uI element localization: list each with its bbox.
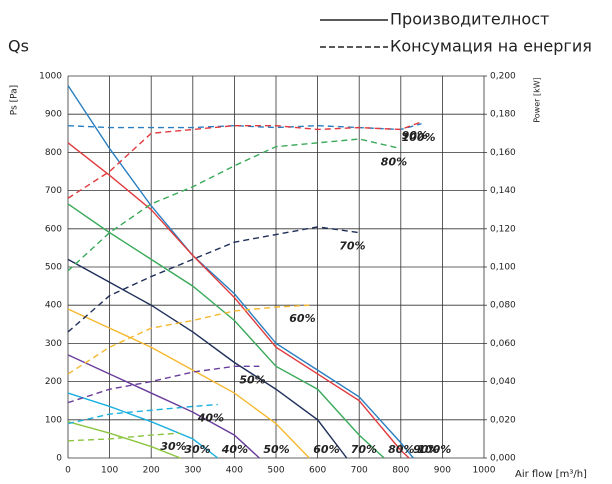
y-tick-label: 200 — [45, 377, 62, 387]
y-tick-label: 1000 — [39, 72, 62, 82]
curve-label: 100% — [402, 131, 436, 144]
series-line — [67, 142, 410, 459]
x-tick-label: 800 — [392, 466, 409, 476]
x-tick-label: 1000 — [473, 466, 496, 476]
series-line — [67, 138, 401, 272]
y2-tick-label: 0,000 — [490, 454, 516, 464]
y2-tick-label: 0,080 — [490, 301, 516, 311]
y2-tick-label: 0,120 — [490, 224, 516, 234]
curve-label: 70% — [339, 240, 365, 253]
y-tick-label: 500 — [45, 263, 62, 273]
curve-label: 60% — [313, 443, 339, 456]
y2-tick-label: 0,100 — [490, 263, 516, 273]
y-tick-label: 800 — [45, 148, 62, 158]
x-axis-label: Air flow [m³/h] — [515, 469, 587, 480]
y2-tick-label: 0,040 — [490, 377, 516, 387]
curve-label: 70% — [351, 443, 377, 456]
y2-tick-label: 0,060 — [490, 339, 516, 349]
curve-label: 90% — [402, 129, 428, 142]
series-line — [67, 403, 218, 425]
series-line — [67, 421, 181, 459]
series-line — [67, 354, 260, 459]
curve-label: 100% — [417, 443, 451, 456]
series-line — [67, 432, 181, 442]
curve-label: 30% — [184, 443, 210, 456]
curve-label: 40% — [197, 412, 224, 425]
y-tick-label: 700 — [45, 186, 62, 196]
series-line — [67, 226, 360, 333]
y-tick-label: 300 — [45, 339, 62, 349]
y2-tick-label: 0,140 — [490, 186, 516, 196]
series-line — [67, 365, 260, 404]
x-tick-label: 400 — [226, 466, 243, 476]
series-line — [67, 304, 310, 375]
y-tick-label: 600 — [45, 224, 62, 234]
y2-tick-label: 0,180 — [490, 110, 516, 120]
x-tick-label: 300 — [184, 466, 201, 476]
series-line — [67, 121, 422, 199]
curve-label: 50% — [263, 443, 289, 456]
x-tick-label: 600 — [309, 466, 326, 476]
curve-label: 80% — [381, 156, 407, 169]
series-line — [67, 392, 219, 459]
x-tick-label: 0 — [65, 466, 71, 476]
x-tick-label: 200 — [143, 466, 160, 476]
x-tick-label: 700 — [351, 466, 368, 476]
legend-label: Консумация на енергия — [390, 37, 592, 56]
series-line — [67, 85, 414, 459]
chart-title: Qs — [8, 37, 29, 56]
series-line — [67, 308, 310, 459]
y-axis-label: Ps [Pa] — [10, 85, 20, 115]
curve-label: 90% — [413, 443, 439, 456]
curve-label: 60% — [289, 312, 315, 325]
curve-label: 30% — [160, 440, 186, 453]
y2-tick-label: 0,020 — [490, 415, 516, 425]
y-tick-label: 0 — [56, 454, 62, 464]
curve-label: 80% — [388, 443, 414, 456]
x-tick-label: 900 — [434, 466, 451, 476]
y2-tick-label: 0,200 — [490, 72, 516, 82]
curve-label: 40% — [221, 443, 248, 456]
series-line — [67, 258, 348, 459]
y2-axis-label: Power [kW] — [533, 77, 542, 123]
y2-tick-label: 0,160 — [490, 148, 516, 158]
y-tick-label: 100 — [45, 415, 62, 425]
curve-label: 50% — [239, 373, 265, 386]
legend-label: Производителност — [390, 10, 549, 29]
series-line — [67, 203, 385, 459]
y-tick-label: 400 — [45, 301, 62, 311]
x-tick-label: 100 — [101, 466, 118, 476]
y-tick-label: 900 — [45, 110, 62, 120]
x-tick-label: 500 — [267, 466, 284, 476]
